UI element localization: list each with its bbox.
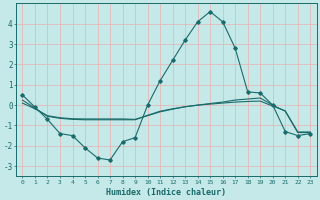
X-axis label: Humidex (Indice chaleur): Humidex (Indice chaleur)	[106, 188, 226, 197]
